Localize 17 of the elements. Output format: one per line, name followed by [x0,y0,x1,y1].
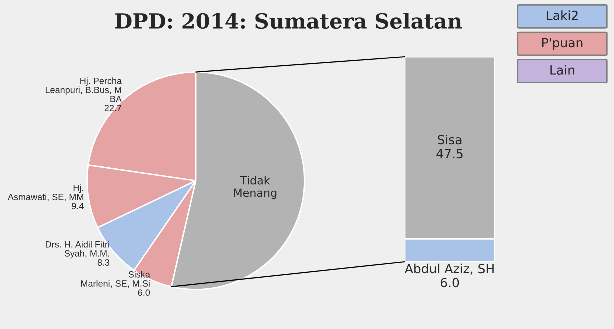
slice-label: Drs. H. Aidil Fitri Syah, M.M. [46,241,110,259]
data-label: 22.7 [104,105,122,112]
series-label: Abdul Aziz, SH [404,264,494,275]
slice-label: Tidak Menang [234,176,277,200]
data-label: 9.4 [72,203,84,210]
category-label: Laki2 [547,10,578,20]
slice-label: Hj. Asmawati, SE, MM [8,184,84,202]
chart-title: DPD: 2014: Sumatera Selatan [116,12,462,30]
category-label: P'puan [542,38,583,50]
slice-label: Siska Marleni, SE, M.Si [81,271,150,288]
data-label: 6.0 [138,290,150,296]
series-label: Sisa [438,134,462,145]
slice-label: Hj. Percha Leanpuri, B.Bus, M BA [46,78,122,102]
data-label: 8.3 [98,260,110,266]
data-label: 47.5 [436,149,463,159]
data-label: 6.0 [440,278,460,288]
category-label: Lain [550,65,574,75]
